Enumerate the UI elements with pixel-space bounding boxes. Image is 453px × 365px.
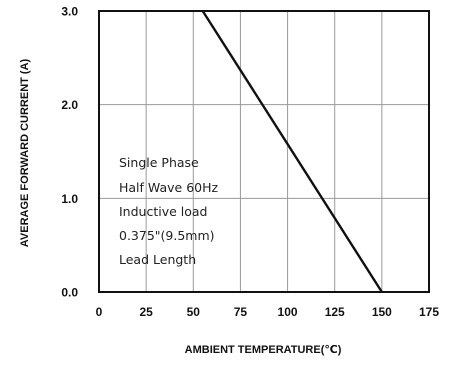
annotation-line-1: Single Phase	[119, 155, 199, 170]
y-axis-ticks: 0.0 1.0 2.0 3.0	[61, 5, 78, 300]
y-tick-label-2: 2.0	[61, 98, 78, 112]
x-tick-label-6: 150	[372, 305, 392, 319]
y-axis-title: AVERAGE FORWARD CURRENT (A)	[19, 58, 31, 247]
x-tick-label-0: 0	[96, 305, 103, 319]
series-layer	[201, 10, 383, 293]
x-axis-title: AMBIENT TEMPERATURE(℃)	[185, 344, 342, 356]
annotation: Single Phase Half Wave 60Hz Inductive lo…	[119, 155, 218, 267]
y-tick-label-1: 1.0	[61, 192, 78, 206]
annotation-line-5: Lead Length	[119, 252, 196, 267]
y-tick-label-0: 0.0	[61, 286, 78, 300]
x-tick-label-3: 75	[234, 305, 248, 319]
annotation-line-4: 0.375"(9.5mm)	[119, 228, 215, 243]
x-tick-label-7: 175	[419, 305, 439, 319]
x-tick-label-2: 50	[187, 305, 201, 319]
series-line-0	[201, 10, 383, 293]
plot-frame	[98, 10, 430, 293]
x-axis-ticks: 0 25 50 75 100 125 150 175	[96, 305, 440, 319]
x-tick-label-5: 125	[325, 305, 345, 319]
x-tick-label-4: 100	[278, 305, 298, 319]
x-tick-label-1: 25	[139, 305, 153, 319]
annotation-line-2: Half Wave 60Hz	[119, 180, 218, 195]
y-tick-label-3: 3.0	[61, 5, 78, 19]
annotation-line-3: Inductive load	[119, 204, 208, 219]
grid	[99, 11, 429, 292]
